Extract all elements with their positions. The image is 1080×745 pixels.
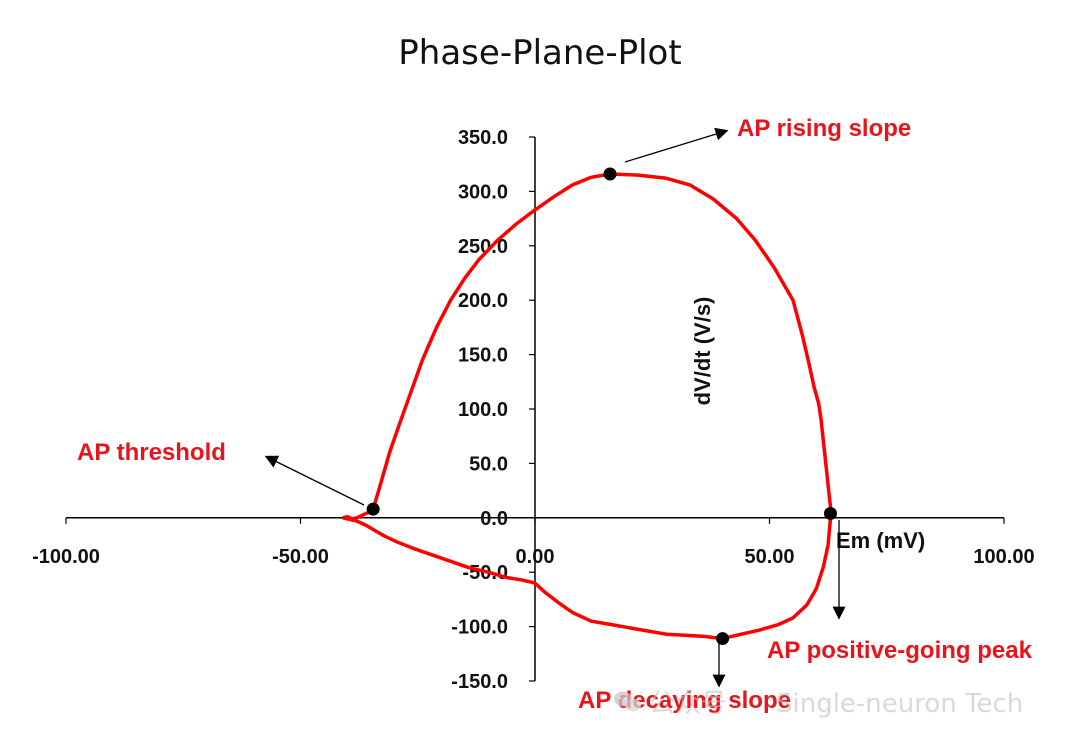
key-point-markers xyxy=(366,167,837,646)
chart-title: Phase-Plane-Plot xyxy=(398,33,681,73)
x-tick-label: 100.00 xyxy=(973,546,1034,568)
y-tick-label: 50.0 xyxy=(469,453,508,475)
y-tick-label: 300.0 xyxy=(458,181,508,203)
y-tick-label: -100.0 xyxy=(451,617,508,639)
y-tick-label: 350.0 xyxy=(458,127,508,149)
y-tick-label: 150.0 xyxy=(458,345,508,367)
x-tick-label: -50.00 xyxy=(272,546,329,568)
y-tick-label: 200.0 xyxy=(458,290,508,312)
key-point-marker xyxy=(716,632,730,646)
rising-slope-arrow xyxy=(624,127,729,163)
watermark-prefix: 公众号 xyxy=(649,689,727,719)
key-point-marker xyxy=(823,506,837,520)
x-axis-label: Em (mV) xyxy=(836,528,925,553)
annotation-positive-peak: AP positive-going peak xyxy=(767,637,1033,664)
annotation-threshold: AP threshold xyxy=(77,439,226,466)
y-tick-label: 0.0 xyxy=(480,508,508,530)
watermark-text: Single-neuron Tech xyxy=(776,689,1023,719)
x-tick-label: 0.00 xyxy=(516,546,555,568)
threshold-arrow xyxy=(264,455,365,506)
key-point-marker xyxy=(603,167,617,181)
y-tick-label: 100.0 xyxy=(458,399,508,421)
key-point-marker xyxy=(366,502,380,516)
y-tick-label: -150.0 xyxy=(451,671,508,693)
x-tick-label: -100.00 xyxy=(32,546,100,568)
x-tick-labels: -100.00 -50.00 0.00 50.00 100.00 xyxy=(32,546,1035,568)
annotation-rising-slope: AP rising slope xyxy=(737,115,911,142)
annotation-decaying-slope: AP decaying slope xyxy=(578,687,791,714)
axes xyxy=(65,136,1005,682)
y-axis-label: dV/dt (V/s) xyxy=(690,297,715,406)
phase-plane-curve xyxy=(342,172,833,641)
wechat-icon xyxy=(614,691,641,712)
watermark: 公众号 Single-neuron Tech xyxy=(614,689,1023,719)
y-tick-labels: 350.0300.0250.0200.0150.0100.050.00.0-50… xyxy=(451,127,508,693)
x-tick-label: 50.00 xyxy=(744,546,794,568)
